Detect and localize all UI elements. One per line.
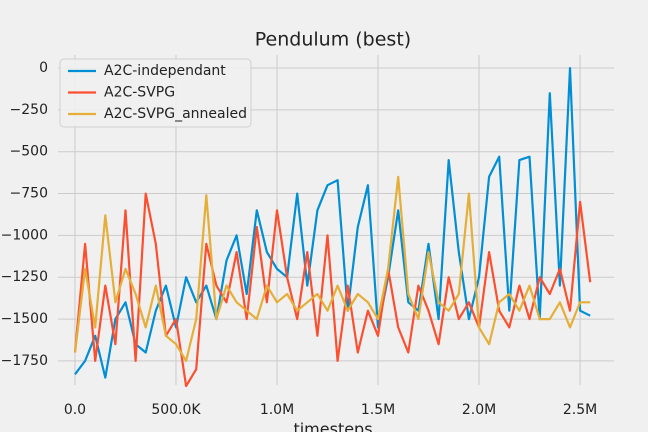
y-tick-label: −500 (10, 144, 48, 160)
legend-label: A2C-SVPG_annealed (104, 106, 247, 122)
legend-box (59, 58, 252, 128)
x-tick-label: 0.0 (64, 402, 86, 418)
chart-title: Pendulum (best) (255, 29, 411, 51)
legend-label: A2C-independant (104, 63, 226, 79)
x-tick-label: 2.0M (462, 402, 496, 418)
y-tick-label: 0 (39, 60, 48, 76)
series-line (73, 175, 591, 362)
x-tick-label: 500.0K (151, 402, 201, 418)
y-tick-label: −1250 (1, 269, 48, 285)
x-axis-label: timesteps (293, 420, 372, 432)
y-tick-label: −1000 (1, 227, 48, 243)
series-line (73, 192, 592, 388)
x-tick-label: 1.0M (260, 402, 294, 418)
y-tick-label: −250 (10, 102, 48, 118)
y-tick-label: −1750 (1, 353, 48, 369)
legend: A2C-independant A2C-SVPG A2C-SVPG_annealed (59, 58, 252, 128)
y-tick-label: −750 (10, 186, 48, 202)
y-tick-label: −1500 (1, 311, 48, 327)
x-tick-label: 1.5M (361, 402, 395, 418)
legend-label: A2C-SVPG (104, 85, 175, 101)
x-tick-label: 2.5M (563, 402, 597, 418)
